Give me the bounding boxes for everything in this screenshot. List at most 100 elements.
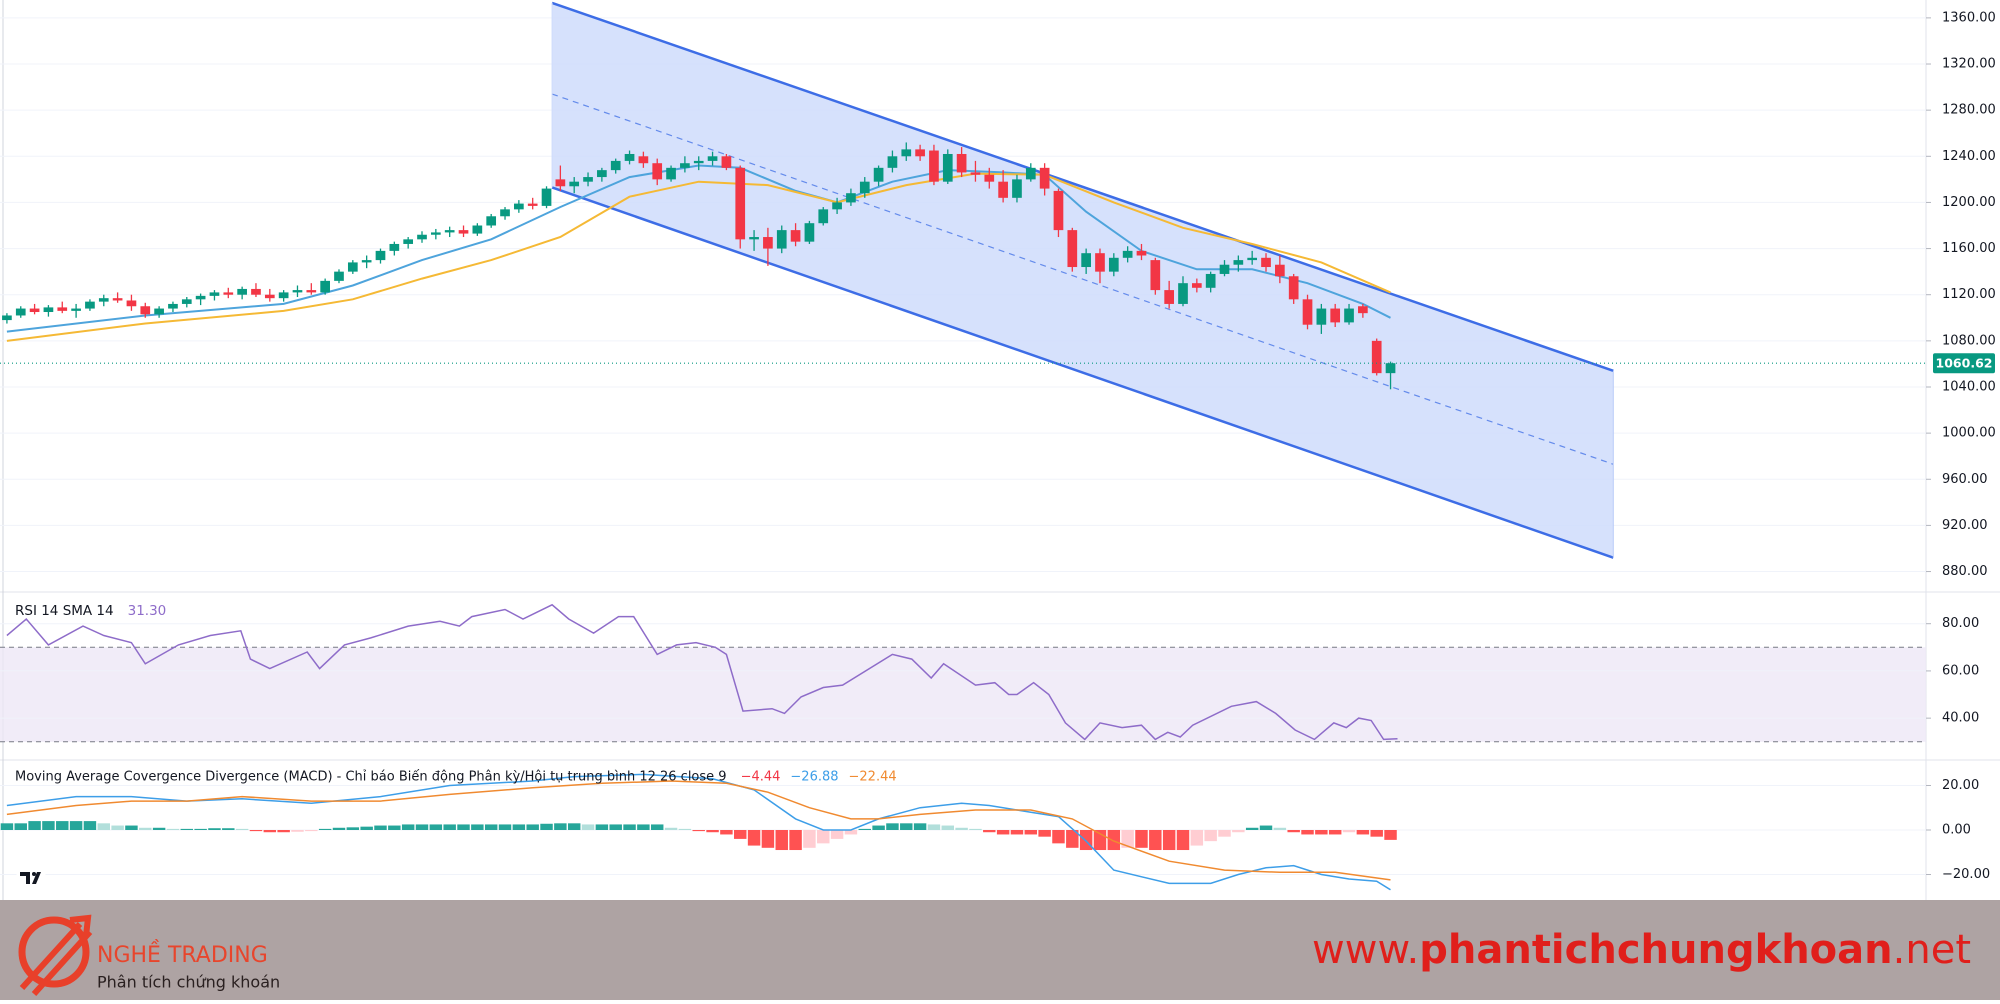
candle-body [846, 193, 856, 203]
histogram-bar [194, 828, 207, 830]
histogram-bar [858, 828, 871, 830]
histogram-bar [291, 830, 304, 832]
candle-body [915, 149, 925, 157]
candle-body [29, 308, 40, 313]
candle-body [2, 315, 12, 321]
candle-body [1247, 257, 1258, 261]
histogram-bar [720, 830, 733, 835]
candle-body [1233, 260, 1244, 265]
candle-body [1095, 253, 1105, 272]
website: www.phantichchungkhoan.net [1312, 927, 1971, 973]
histogram-bar [1259, 825, 1273, 830]
candle-body [569, 181, 580, 187]
candle-body [873, 167, 884, 182]
histogram-bar [803, 830, 816, 848]
candle-body [126, 300, 137, 307]
candle-body [721, 156, 732, 168]
histogram-bar [429, 824, 443, 830]
histogram-bar [498, 824, 512, 830]
histogram-bar [443, 824, 456, 830]
candle-body [1178, 283, 1188, 304]
y-tick-label: 60.00 [1942, 663, 1979, 678]
histogram-bar [664, 827, 678, 830]
y-tick-label: 960.00 [1942, 472, 1988, 487]
candle-body [181, 299, 192, 304]
histogram-bar [139, 827, 152, 830]
candle-body [43, 307, 54, 313]
candle-body [112, 298, 123, 301]
candle-body [85, 301, 95, 309]
indicator-title: Moving Average Covergence Divergence (MA… [15, 770, 727, 785]
indicator-value: 31.30 [128, 603, 167, 619]
histogram-bar [554, 823, 567, 830]
histogram-bar [734, 830, 747, 839]
candle-body [707, 156, 718, 161]
histogram-bar [1024, 830, 1038, 835]
histogram-bar [346, 827, 360, 830]
candle-body [998, 181, 1008, 198]
candle-body [693, 160, 704, 164]
candle-body [1385, 363, 1396, 374]
candle-body [1205, 273, 1216, 288]
candle-body [15, 308, 26, 316]
candle-body [223, 292, 234, 295]
candle-body [1108, 257, 1119, 272]
histogram-bar [1010, 830, 1024, 835]
channel-middle [551, 93, 1614, 465]
histogram-bar [263, 830, 277, 833]
histogram-bar [1356, 830, 1370, 835]
histogram-bar [1204, 830, 1217, 842]
candle-body [195, 295, 206, 300]
candle-body [1316, 308, 1327, 325]
histogram-bar [1342, 830, 1356, 833]
candle-body [1025, 167, 1036, 180]
candle-body [1053, 190, 1064, 231]
histogram-bar [1121, 830, 1134, 848]
website-prefix: www. [1312, 927, 1419, 973]
candle-body [527, 203, 538, 206]
histogram-bar [844, 830, 858, 835]
candle-body [1012, 179, 1022, 198]
histogram-bar [166, 828, 180, 830]
candle-body [859, 181, 870, 194]
histogram-bar [637, 824, 650, 830]
histogram-bar [1038, 830, 1051, 837]
candle-body [790, 230, 801, 242]
histogram-bar [111, 825, 124, 830]
channel-fill [552, 2, 1614, 558]
candle-body [1067, 230, 1078, 268]
histogram-bar [125, 825, 138, 830]
candle-body [1191, 283, 1202, 288]
y-tick-label: 0.00 [1942, 823, 1971, 838]
histogram-bar [374, 825, 387, 830]
candle-body [1219, 264, 1230, 274]
candle-body [652, 163, 663, 180]
histogram-bar [305, 830, 318, 832]
histogram-bar [1384, 830, 1397, 840]
histogram-bar [983, 830, 996, 833]
candle-body [1302, 299, 1313, 325]
candle-body [140, 306, 151, 315]
candle-body [403, 239, 414, 244]
histogram-bar [1176, 830, 1190, 851]
histogram-bar [775, 830, 788, 851]
histogram-bar [180, 828, 194, 830]
histogram-bar [886, 823, 899, 830]
indicator-value: −4.44 [741, 770, 781, 785]
candle-body [292, 290, 303, 293]
candle-body [168, 303, 178, 309]
candle-body [583, 177, 593, 182]
candle-body [320, 280, 330, 293]
y-tick-label: 80.00 [1942, 616, 1979, 631]
candle-body [347, 262, 358, 272]
histogram-bar [318, 828, 332, 830]
y-tick-label: 1280.00 [1942, 103, 1996, 118]
y-tick-label: 20.00 [1942, 778, 1979, 793]
website-suffix: .net [1893, 927, 1971, 973]
histogram-bar [900, 823, 913, 830]
candle-body [444, 230, 455, 233]
histogram-bar [208, 828, 221, 830]
y-tick-label: 1200.00 [1942, 195, 1996, 210]
histogram-bar [28, 821, 41, 830]
candle-body [278, 292, 289, 299]
